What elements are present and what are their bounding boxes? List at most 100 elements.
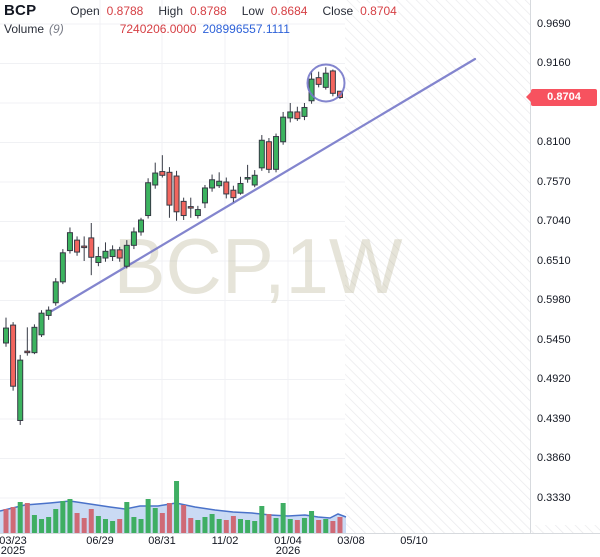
volume-bar bbox=[223, 520, 229, 533]
volume-bar bbox=[209, 514, 215, 533]
close-label: Close bbox=[322, 4, 354, 18]
volume-indicator-param: (9) bbox=[49, 22, 64, 36]
volume-bar bbox=[337, 517, 343, 533]
low-label: Low bbox=[241, 4, 264, 18]
volume-bar bbox=[131, 517, 137, 533]
candle-up bbox=[201, 187, 208, 204]
volume-bar bbox=[330, 521, 336, 533]
candle-up bbox=[59, 252, 66, 283]
candle-down bbox=[173, 175, 180, 213]
price-tick-label: 0.4920 bbox=[537, 373, 571, 385]
candle-up bbox=[287, 111, 294, 119]
price-tick-label: 0.5450 bbox=[537, 333, 571, 346]
price-tick-label: 0.7570 bbox=[537, 175, 571, 188]
volume-bar bbox=[110, 521, 116, 533]
time-axis[interactable]: 03/23 2025 06/29 08/31 11/02 01/04 2026 03/08 05… bbox=[0, 534, 600, 557]
volume-bar bbox=[31, 515, 37, 533]
time-tick-label: 06/29 bbox=[86, 535, 114, 547]
price-tick-label: 0.6510 bbox=[537, 254, 571, 267]
candle-up bbox=[109, 249, 116, 258]
candle-up bbox=[152, 172, 159, 186]
volume-value: 7240206.0000 bbox=[119, 22, 197, 36]
volume-bar bbox=[323, 519, 329, 533]
candle-down bbox=[24, 350, 31, 354]
volume-bar bbox=[316, 520, 322, 533]
volume-bar bbox=[53, 509, 59, 533]
volume-bar bbox=[195, 520, 201, 533]
volume-ma-area bbox=[0, 501, 346, 533]
trend-line[interactable] bbox=[48, 57, 477, 314]
candle-up bbox=[66, 232, 73, 252]
price-tick-label: 0.8100 bbox=[537, 136, 571, 148]
volume-bar bbox=[124, 502, 130, 533]
candle-down bbox=[230, 189, 237, 199]
price-axis-separator bbox=[530, 0, 531, 533]
volume-bar bbox=[294, 520, 300, 533]
candle-up bbox=[102, 250, 109, 259]
candle-up bbox=[280, 116, 287, 143]
volume-bar bbox=[166, 503, 172, 533]
candle-down bbox=[74, 239, 81, 253]
candle-down bbox=[187, 206, 194, 209]
candle-up bbox=[209, 179, 216, 189]
volume-bar bbox=[259, 506, 265, 533]
candle-up bbox=[95, 256, 102, 263]
candle-up bbox=[322, 72, 329, 88]
volume-bar bbox=[138, 519, 144, 533]
volume-bar bbox=[17, 502, 23, 533]
symbol-title[interactable]: BCP bbox=[4, 2, 37, 19]
future-hatch-region bbox=[345, 0, 530, 533]
candle-up bbox=[31, 326, 38, 354]
high-label: High bbox=[158, 4, 184, 18]
volume-bar bbox=[39, 519, 45, 533]
volume-bar bbox=[46, 517, 52, 533]
volume-bar bbox=[95, 516, 101, 533]
price-tick-label: 0.4390 bbox=[537, 412, 571, 425]
volume-bar bbox=[102, 519, 108, 533]
volume-bar bbox=[88, 509, 94, 533]
candle-up bbox=[194, 209, 201, 217]
price-tick-label: 0.5980 bbox=[537, 294, 571, 306]
candle-up bbox=[251, 174, 258, 186]
candle-down bbox=[166, 171, 173, 206]
candle-down bbox=[315, 77, 322, 85]
volume-bar bbox=[273, 518, 279, 533]
volume-indicator-label[interactable]: Volume bbox=[4, 22, 45, 36]
candle-up bbox=[273, 136, 280, 170]
candle-up bbox=[38, 312, 45, 336]
volume-bars bbox=[3, 481, 343, 533]
circle-annotation[interactable] bbox=[306, 63, 346, 103]
candle-down bbox=[116, 249, 123, 259]
price-tick-label: 0.9690 bbox=[537, 17, 571, 30]
candle-up bbox=[301, 106, 308, 117]
candle-up bbox=[237, 182, 244, 194]
volume-bar bbox=[174, 481, 180, 533]
candles bbox=[3, 67, 343, 425]
volume-bar bbox=[188, 518, 194, 533]
price-axis[interactable]: 0.96900.91600.86300.81000.75700.70400.65… bbox=[530, 0, 600, 533]
candle-up bbox=[258, 139, 265, 169]
time-tick-label: 03/08 bbox=[337, 535, 365, 547]
candle-up bbox=[17, 359, 24, 421]
time-tick-label: 03/23 2025 bbox=[0, 535, 27, 557]
volume-bar bbox=[81, 518, 87, 533]
volume-bar bbox=[117, 519, 123, 533]
candle-down bbox=[294, 111, 301, 120]
last-price-badge: 0.8704 bbox=[531, 88, 597, 106]
volume-bar bbox=[287, 519, 293, 533]
time-tick-label: 11/02 bbox=[211, 535, 239, 547]
volume-bar bbox=[230, 516, 236, 533]
low-value: 0.8684 bbox=[269, 3, 309, 20]
volume-bar bbox=[309, 511, 315, 533]
candle-down bbox=[81, 245, 88, 249]
open-value: 0.8788 bbox=[105, 3, 145, 20]
volume-bar bbox=[237, 519, 243, 533]
price-tick-label: 0.9160 bbox=[537, 57, 571, 69]
candle-up bbox=[216, 180, 223, 187]
open-label: Open bbox=[70, 4, 100, 18]
volume-bar bbox=[202, 517, 208, 533]
volume-bar bbox=[216, 519, 222, 533]
candle-down bbox=[329, 70, 336, 94]
volume-bar bbox=[152, 508, 158, 533]
